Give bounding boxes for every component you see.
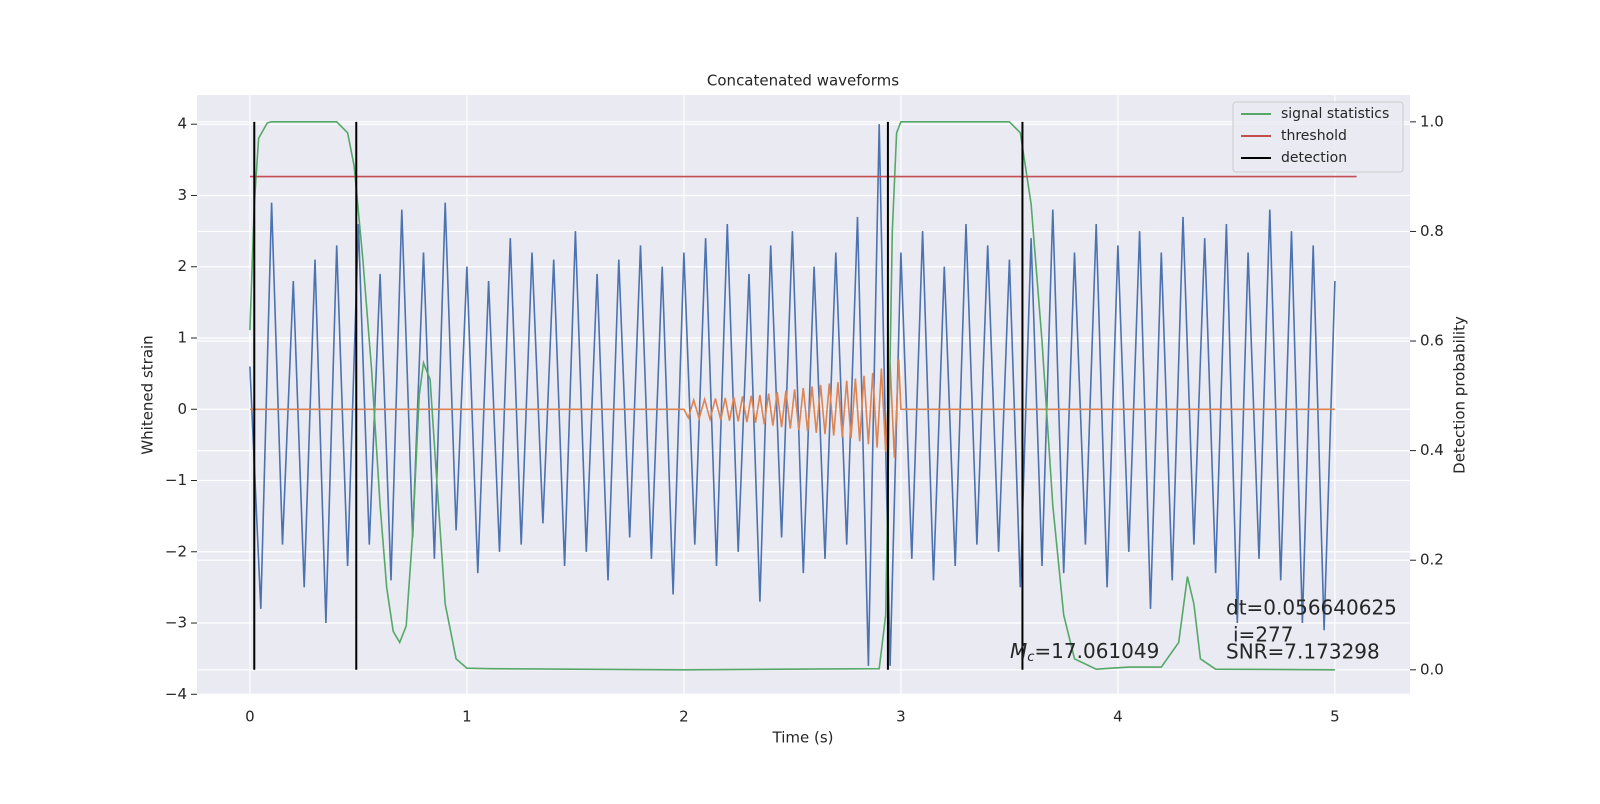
x-axis-label: Time (s) — [772, 729, 834, 747]
series-line — [249, 359, 1335, 458]
annotation: i=277 — [1233, 623, 1294, 647]
y2-tick-label: 1.0 — [1420, 112, 1444, 130]
x-tick-label: 5 — [1330, 708, 1340, 726]
annotation: dt=0.056640625 — [1226, 596, 1397, 620]
y-tick-label: −2 — [165, 542, 187, 560]
annotation: SNR=7.173298 — [1226, 640, 1380, 664]
legend-label: detection — [1281, 150, 1347, 166]
annotation-subscript: c — [1027, 650, 1034, 665]
y2-axis-label: Detection probability — [1451, 316, 1469, 474]
y-tick-label: −4 — [165, 685, 187, 703]
annotation-symbol: M — [1010, 639, 1027, 663]
x-tick-label: 2 — [679, 708, 689, 726]
legend-box — [1232, 101, 1404, 173]
y-tick-label: 1 — [177, 328, 187, 346]
y-axis-label: Whitened strain — [139, 335, 157, 454]
y-tick-label: 2 — [177, 257, 187, 275]
legend-label: threshold — [1281, 128, 1347, 144]
x-tick-label: 3 — [896, 708, 906, 726]
y2-tick-label: 0.2 — [1420, 551, 1444, 569]
y-tick-label: 4 — [177, 115, 187, 133]
y2-tick-label: 0.8 — [1420, 222, 1444, 240]
x-tick-label: 4 — [1113, 708, 1123, 726]
y-tick-label: 0 — [177, 400, 187, 418]
y2-tick-label: 0.0 — [1420, 660, 1444, 678]
y-tick-label: −1 — [165, 471, 187, 489]
x-tick-label: 1 — [462, 708, 472, 726]
series-line — [249, 121, 1335, 671]
legend-label: signal statistics — [1281, 106, 1389, 122]
y-tick-label: 3 — [177, 186, 187, 204]
x-tick-label: 0 — [245, 708, 255, 726]
y2-tick-label: 0.4 — [1420, 441, 1444, 459]
y2-tick-label: 0.6 — [1420, 332, 1444, 350]
y-tick-label: −3 — [165, 614, 187, 632]
annotation: Mc=17.061049 — [1010, 639, 1159, 665]
series-line — [249, 124, 1336, 666]
annotation-text: =17.061049 — [1034, 639, 1159, 663]
chart-title: Concatenated waveforms — [707, 72, 899, 90]
